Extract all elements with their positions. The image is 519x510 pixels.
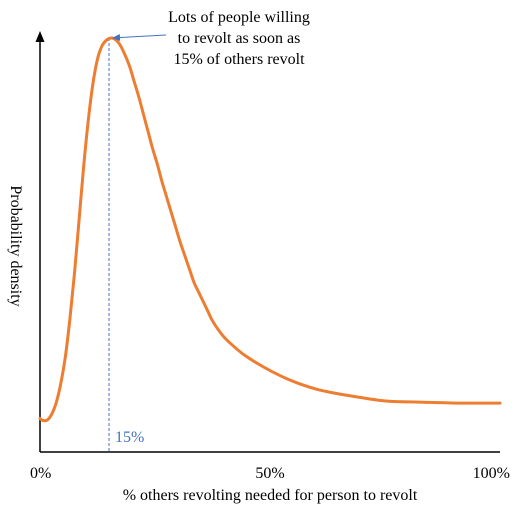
x-axis-title: % others revolting needed for person to … bbox=[123, 487, 418, 504]
annotation-arrow-line bbox=[119, 34, 167, 39]
x-tick-label: 0% bbox=[30, 465, 51, 482]
annotation-line-1: Lots of people willing bbox=[168, 9, 310, 26]
annotation: Lots of people willing to revolt as soon… bbox=[112, 9, 310, 68]
annotation-arrowhead bbox=[112, 34, 121, 42]
x-tick-label: 100% bbox=[473, 465, 510, 482]
peak-marker-label: 15% bbox=[115, 429, 144, 446]
y-axis-title: Probability density bbox=[7, 185, 24, 306]
x-tick-label: 50% bbox=[255, 465, 284, 482]
y-axis-arrowhead bbox=[35, 31, 45, 42]
density-curve bbox=[38, 36, 502, 423]
annotation-line-2: to revolt as soon as bbox=[178, 30, 301, 47]
axes bbox=[35, 31, 500, 453]
x-tick-labels: 0% 50% 100% bbox=[30, 465, 510, 482]
annotation-line-3: 15% of others revolt bbox=[173, 51, 305, 68]
